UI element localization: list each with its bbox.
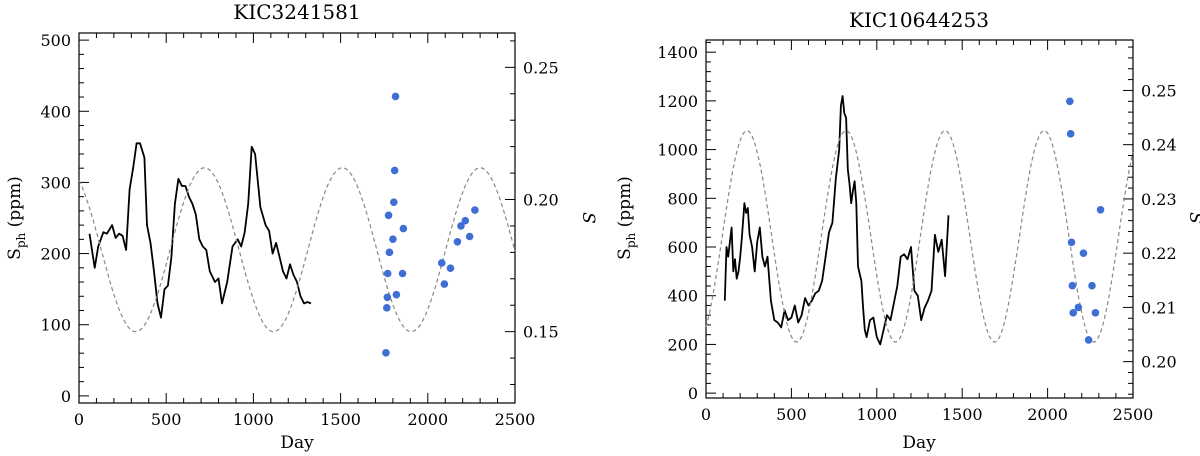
s-index-point xyxy=(1079,249,1088,257)
y-tick-label: 500 xyxy=(40,31,71,50)
y-tick-label: 100 xyxy=(40,316,71,335)
s-index-point xyxy=(457,222,465,230)
plot-frame xyxy=(78,32,516,404)
s-index-point xyxy=(383,293,392,302)
y2-tick-label: 0.25 xyxy=(1141,81,1177,100)
y-tick-label: 1400 xyxy=(657,43,698,62)
s-index-point xyxy=(1069,309,1078,317)
s-index-point xyxy=(437,259,446,267)
s-index-point xyxy=(383,269,392,278)
y2-axis-label: S xyxy=(578,212,598,224)
s-index-model-curve xyxy=(705,129,1134,343)
s-index-point xyxy=(383,304,391,312)
x-tick-label: 2500 xyxy=(1113,405,1154,424)
y2-tick-label: 0.22 xyxy=(1141,244,1177,263)
x-tick-label: 2000 xyxy=(407,410,448,429)
plot-frame xyxy=(705,39,1134,399)
x-axis-label: Day xyxy=(902,433,936,453)
axis-ticks: 0 500 1000 1500 2000 2500 0 100 200 300 400 500 0.15… xyxy=(40,31,558,429)
y-tick-label: 800 xyxy=(667,189,698,208)
s-index-point xyxy=(440,280,449,288)
x-tick-label: 500 xyxy=(151,410,182,429)
y-axis-label: Sph (ppm) xyxy=(5,176,28,260)
s-index-point xyxy=(389,198,398,206)
y-axis-label-sub: ph xyxy=(624,232,638,248)
axis-ticks: 0 500 1000 1500 2000 2500 0 200 400 600 800 1000 120… xyxy=(657,40,1177,424)
x-tick-label: 2000 xyxy=(1027,405,1068,424)
s-index-model-curve xyxy=(78,167,516,333)
y2-axis-label: S xyxy=(1185,212,1200,224)
y-tick-label: 400 xyxy=(40,102,71,121)
y-tick-label: 200 xyxy=(667,335,698,354)
chart-title: KIC10644253 xyxy=(849,8,989,32)
s-index-point xyxy=(399,224,408,233)
s-index-point xyxy=(461,216,470,225)
y-axis-label-main: S xyxy=(615,248,635,260)
y-tick-label: 600 xyxy=(667,238,698,257)
y-axis-label-unit: (ppm) xyxy=(5,176,25,233)
s-index-point xyxy=(1068,281,1077,290)
chart-title: KIC3241581 xyxy=(233,0,360,24)
s-index-point xyxy=(385,248,394,257)
s-index-point xyxy=(1066,130,1075,138)
s-index-point xyxy=(389,235,397,243)
y2-tick-label: 0.20 xyxy=(523,191,559,210)
s-index-point xyxy=(446,264,455,273)
chart-kic10644253: KIC10644253 Day Sph (ppm) S 0 500 1000 1500… xyxy=(615,8,1200,453)
s-index-point xyxy=(1084,336,1093,344)
y-tick-label: 300 xyxy=(40,173,71,192)
s-index-point xyxy=(382,348,390,357)
y-tick-label: 400 xyxy=(667,287,698,306)
x-tick-label: 0 xyxy=(701,405,711,424)
y2-tick-label: 0.25 xyxy=(523,58,559,77)
s-index-point xyxy=(1096,205,1105,214)
y2-tick-label: 0.24 xyxy=(1141,136,1177,155)
y-tick-label: 0 xyxy=(688,384,698,403)
data-marks xyxy=(78,92,516,357)
s-index-point xyxy=(392,290,401,299)
x-tick-label: 1000 xyxy=(233,410,274,429)
y2-tick-label: 0.20 xyxy=(1141,353,1177,372)
y2-tick-label: 0.23 xyxy=(1141,190,1177,209)
s-index-point xyxy=(471,206,479,214)
s-index-point xyxy=(398,269,407,278)
s-index-point xyxy=(1091,309,1100,317)
s-index-point xyxy=(390,166,399,175)
y-tick-label: 200 xyxy=(40,245,71,264)
s-index-point xyxy=(384,211,393,220)
x-tick-label: 1000 xyxy=(856,405,897,424)
y-axis-label-unit: (ppm) xyxy=(615,176,635,233)
s-index-point xyxy=(1066,97,1074,106)
y-tick-label: 0 xyxy=(61,387,71,406)
data-marks xyxy=(705,95,1134,346)
y-axis-label-sub: ph xyxy=(14,232,28,248)
s-index-point xyxy=(453,237,462,246)
x-tick-label: 2500 xyxy=(495,410,536,429)
y-axis-label-main: S xyxy=(5,248,25,260)
x-tick-label: 0 xyxy=(74,410,84,429)
sph-line xyxy=(723,95,950,346)
x-axis-label: Day xyxy=(280,433,314,453)
y2-tick-label: 0.15 xyxy=(523,323,559,342)
s-index-point xyxy=(1074,303,1083,312)
s-index-point xyxy=(391,92,400,101)
x-tick-label: 1500 xyxy=(942,405,983,424)
sph-line xyxy=(88,142,312,319)
s-index-point xyxy=(1067,238,1076,247)
y2-tick-label: 0.21 xyxy=(1141,298,1177,317)
x-tick-label: 1500 xyxy=(320,410,361,429)
y-tick-label: 1000 xyxy=(657,141,698,160)
chart-kic3241581: KIC3241581 Day Sph (ppm) S 0 500 1000 1500 2… xyxy=(5,0,598,453)
s-index-point xyxy=(1088,281,1096,290)
y-tick-label: 1200 xyxy=(657,92,698,111)
s-index-point xyxy=(465,232,474,241)
y-axis-label: Sph (ppm) xyxy=(615,176,638,260)
x-tick-label: 500 xyxy=(776,405,807,424)
